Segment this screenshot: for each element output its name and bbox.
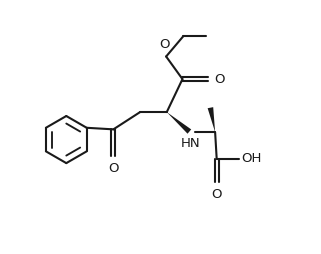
Polygon shape (208, 107, 215, 132)
Text: O: O (214, 73, 224, 86)
Polygon shape (167, 112, 191, 134)
Text: HN: HN (181, 137, 201, 150)
Text: O: O (159, 38, 170, 52)
Text: OH: OH (241, 152, 261, 165)
Text: O: O (108, 162, 119, 175)
Text: O: O (212, 188, 222, 201)
